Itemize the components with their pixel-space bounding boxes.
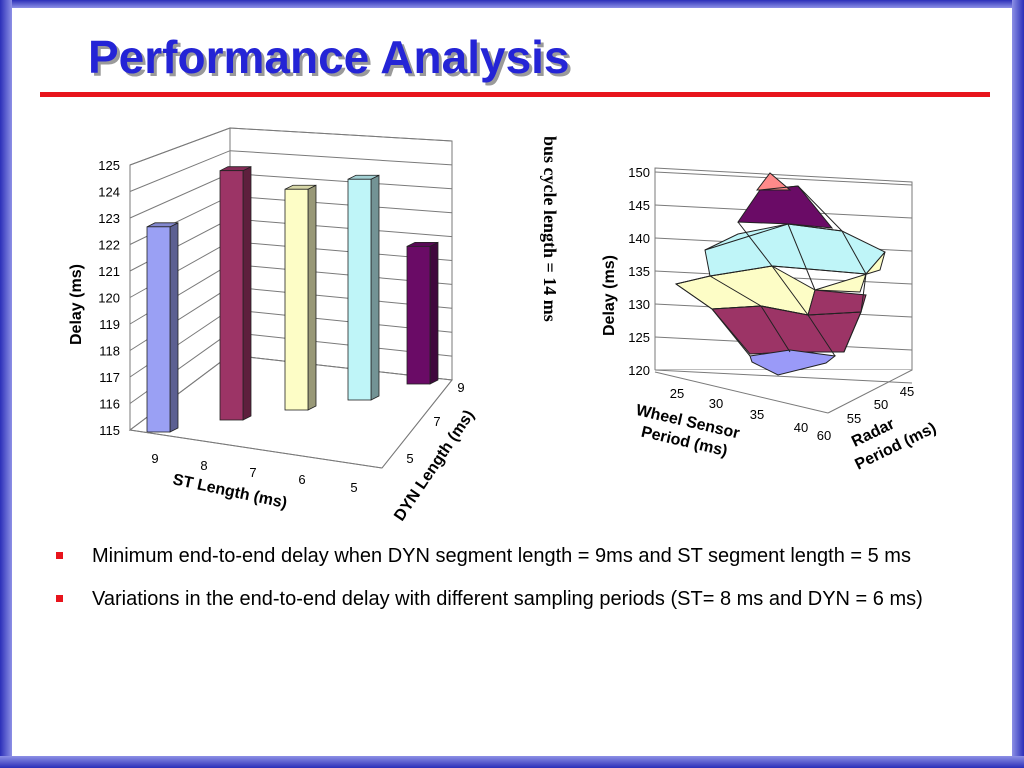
- bar-chart-gridline: [129, 127, 453, 166]
- bar-chart-y-ticks: 125 124 123 122 121 120 119 118 117 116 115: [98, 158, 120, 438]
- bullet-item: Minimum end-to-end delay when DYN segmen…: [50, 542, 950, 571]
- surface-patches: [674, 172, 886, 376]
- bar-chart-z-axis: [381, 379, 453, 469]
- bullet-item: Variations in the end-to-end delay with …: [50, 585, 950, 614]
- bar-chart-x-tick: 8: [200, 458, 207, 473]
- surface-z-tick: 55: [847, 411, 861, 426]
- surface-mesh-line: [711, 305, 862, 316]
- surface-x-tick: 30: [709, 396, 723, 411]
- bar-chart-y-tick: 124: [98, 185, 120, 200]
- slide-title: Performance Analysis: [88, 31, 570, 83]
- surface-mesh-line: [737, 221, 773, 267]
- bar-chart-y-tick: 119: [99, 317, 120, 332]
- bullet-text: Variations in the end-to-end delay with …: [92, 588, 923, 610]
- surface-floor: [572, 370, 912, 413]
- bar: [406, 245, 431, 385]
- bar-chart-y-tick: 121: [98, 264, 120, 279]
- title-rule: [40, 92, 990, 97]
- surface-mesh-line: [841, 230, 867, 353]
- surface-y-tick: 130: [628, 297, 650, 312]
- surface-patch: [814, 251, 886, 293]
- surface-mesh-line: [704, 223, 843, 251]
- bar-chart-bars: [146, 166, 439, 433]
- bar-chart-x-tick: 7: [249, 465, 256, 480]
- bar: [347, 178, 372, 401]
- surface-z-tick: 60: [817, 428, 831, 443]
- surface-y-tick: 120: [628, 363, 650, 378]
- bar-chart-y-tick: 116: [99, 397, 120, 412]
- surface-y-tick: 125: [628, 330, 650, 345]
- frame-left: [0, 0, 12, 768]
- bar: [146, 226, 171, 433]
- bar-chart-gridline: [129, 150, 453, 192]
- surface-y-tick: 150: [628, 165, 650, 180]
- surface-z-axis: [827, 369, 913, 414]
- bar-chart-x-axis: [129, 429, 383, 469]
- surface-z-tick: 50: [874, 397, 888, 412]
- surface-gridline: [654, 369, 913, 384]
- bullet-square-icon: [56, 595, 63, 602]
- bar-chart-y-tick: 122: [98, 238, 120, 253]
- surface-ylabel: Delay (ms): [601, 255, 618, 336]
- bar-chart-y-tick: 125: [98, 158, 120, 173]
- surface-patch: [749, 349, 837, 376]
- surface-x-tick: 25: [670, 386, 684, 401]
- bar-chart-y-tick: 117: [99, 370, 120, 385]
- bullet-list: Minimum end-to-end delay when DYN segmen…: [50, 542, 950, 628]
- bar: [284, 188, 309, 411]
- bar-chart-y-tick: 120: [98, 291, 120, 306]
- surface-mesh-line: [759, 185, 843, 232]
- surface-mesh-line: [787, 223, 816, 291]
- surface-x-tick: 40: [794, 420, 808, 435]
- bullet-text: Minimum end-to-end delay when DYN segmen…: [92, 545, 911, 567]
- bar-chart-y-tick: 123: [98, 211, 120, 226]
- bar-chart-x-tick: 6: [298, 472, 305, 487]
- bar: [219, 170, 244, 421]
- surface-y-tick: 135: [628, 264, 650, 279]
- bar-chart-ylabel: Delay (ms): [68, 264, 85, 345]
- surface-x-ticks: 25 30 35 40: [654, 371, 829, 435]
- surface-y-tick: 140: [628, 231, 650, 246]
- surface-patch: [755, 172, 792, 191]
- surface-z-ticks: 45 50 55 60: [817, 369, 914, 443]
- surface-patch: [807, 289, 867, 316]
- surface-mesh-line: [675, 265, 867, 285]
- bar-chart-y-tick: 118: [99, 344, 120, 359]
- bar-chart-x-ticks: 9 8 7 6 5: [129, 429, 383, 495]
- bar-chart-z-tick: 7: [433, 414, 440, 429]
- bullet-square-icon: [56, 552, 63, 559]
- surface-z-tick: 45: [900, 384, 914, 399]
- surface-x-axis: [654, 371, 829, 414]
- frame-right: [1012, 0, 1024, 768]
- frame-top: [0, 0, 1024, 8]
- surface-x-tick: 35: [750, 407, 764, 422]
- bar-chart-x-tick: 5: [350, 480, 357, 495]
- surface-y-ticks: 150 145 140 135 130 125 120: [628, 165, 650, 378]
- surface-gridline: [654, 171, 913, 186]
- bar-chart-z-ticks: 9 7 5: [381, 379, 465, 469]
- surface-y-tick: 145: [628, 198, 650, 213]
- surface-patch: [737, 185, 834, 229]
- bar-chart-z-tick: 5: [406, 451, 413, 466]
- bar-chart-z-tick: 9: [457, 380, 464, 395]
- bar-chart-y-tick: 115: [99, 423, 120, 438]
- bar-chart-x-tick: 9: [151, 451, 158, 466]
- frame-bottom: [0, 756, 1024, 768]
